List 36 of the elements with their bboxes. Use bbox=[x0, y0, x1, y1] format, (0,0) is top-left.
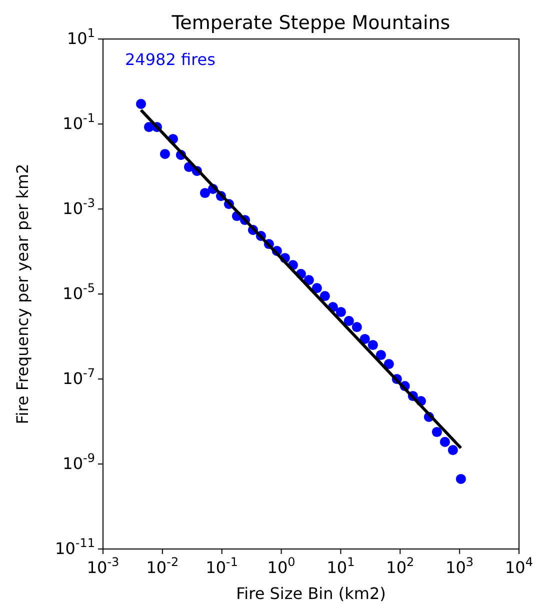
x-tick-label: 10$^{-1}$ bbox=[206, 555, 238, 577]
point bbox=[344, 316, 354, 326]
point bbox=[200, 188, 210, 198]
point bbox=[304, 275, 314, 286]
point bbox=[456, 474, 466, 484]
point bbox=[448, 445, 458, 456]
point bbox=[336, 306, 346, 318]
point bbox=[320, 290, 330, 302]
y-tick-label: 10$^{-5}$ bbox=[62, 281, 95, 303]
y-tick-label: 10$^{-1}$ bbox=[62, 111, 95, 133]
x-tick-label: 10$^{-2}$ bbox=[146, 555, 179, 577]
y-tick-label: 10$^{-3}$ bbox=[62, 196, 95, 218]
y-tick-label: 10$^{1}$ bbox=[67, 26, 95, 48]
x-tick-label: 10$^{4}$ bbox=[505, 555, 533, 577]
x-tick-label: 10$^{3}$ bbox=[446, 555, 474, 577]
point bbox=[376, 350, 386, 360]
point bbox=[368, 340, 378, 350]
point bbox=[432, 426, 442, 438]
point bbox=[136, 98, 146, 110]
chart-title: Temperate Steppe Mountains bbox=[170, 12, 450, 34]
x-axis-title: Fire Size Bin (km2) bbox=[236, 584, 386, 603]
point bbox=[440, 436, 450, 447]
x-tick-label: 10$^{0}$ bbox=[267, 555, 296, 577]
annotation: 24982 fires bbox=[125, 50, 216, 69]
point bbox=[312, 283, 322, 294]
point bbox=[160, 148, 170, 160]
y-tick-label: 10$^{-11}$ bbox=[55, 536, 95, 558]
y-tick-label: 10$^{-7}$ bbox=[62, 366, 95, 388]
y-tick-label: 10$^{-9}$ bbox=[62, 451, 95, 473]
x-tick-label: 10$^{-3}$ bbox=[86, 555, 120, 577]
point bbox=[384, 358, 394, 370]
point bbox=[352, 322, 362, 332]
x-tick-label: 10$^{1}$ bbox=[326, 555, 355, 577]
point bbox=[360, 334, 370, 344]
x-tick-label: 10$^{2}$ bbox=[386, 555, 414, 577]
y-axis-title: Fire Frequency per year per km2 bbox=[13, 164, 32, 424]
